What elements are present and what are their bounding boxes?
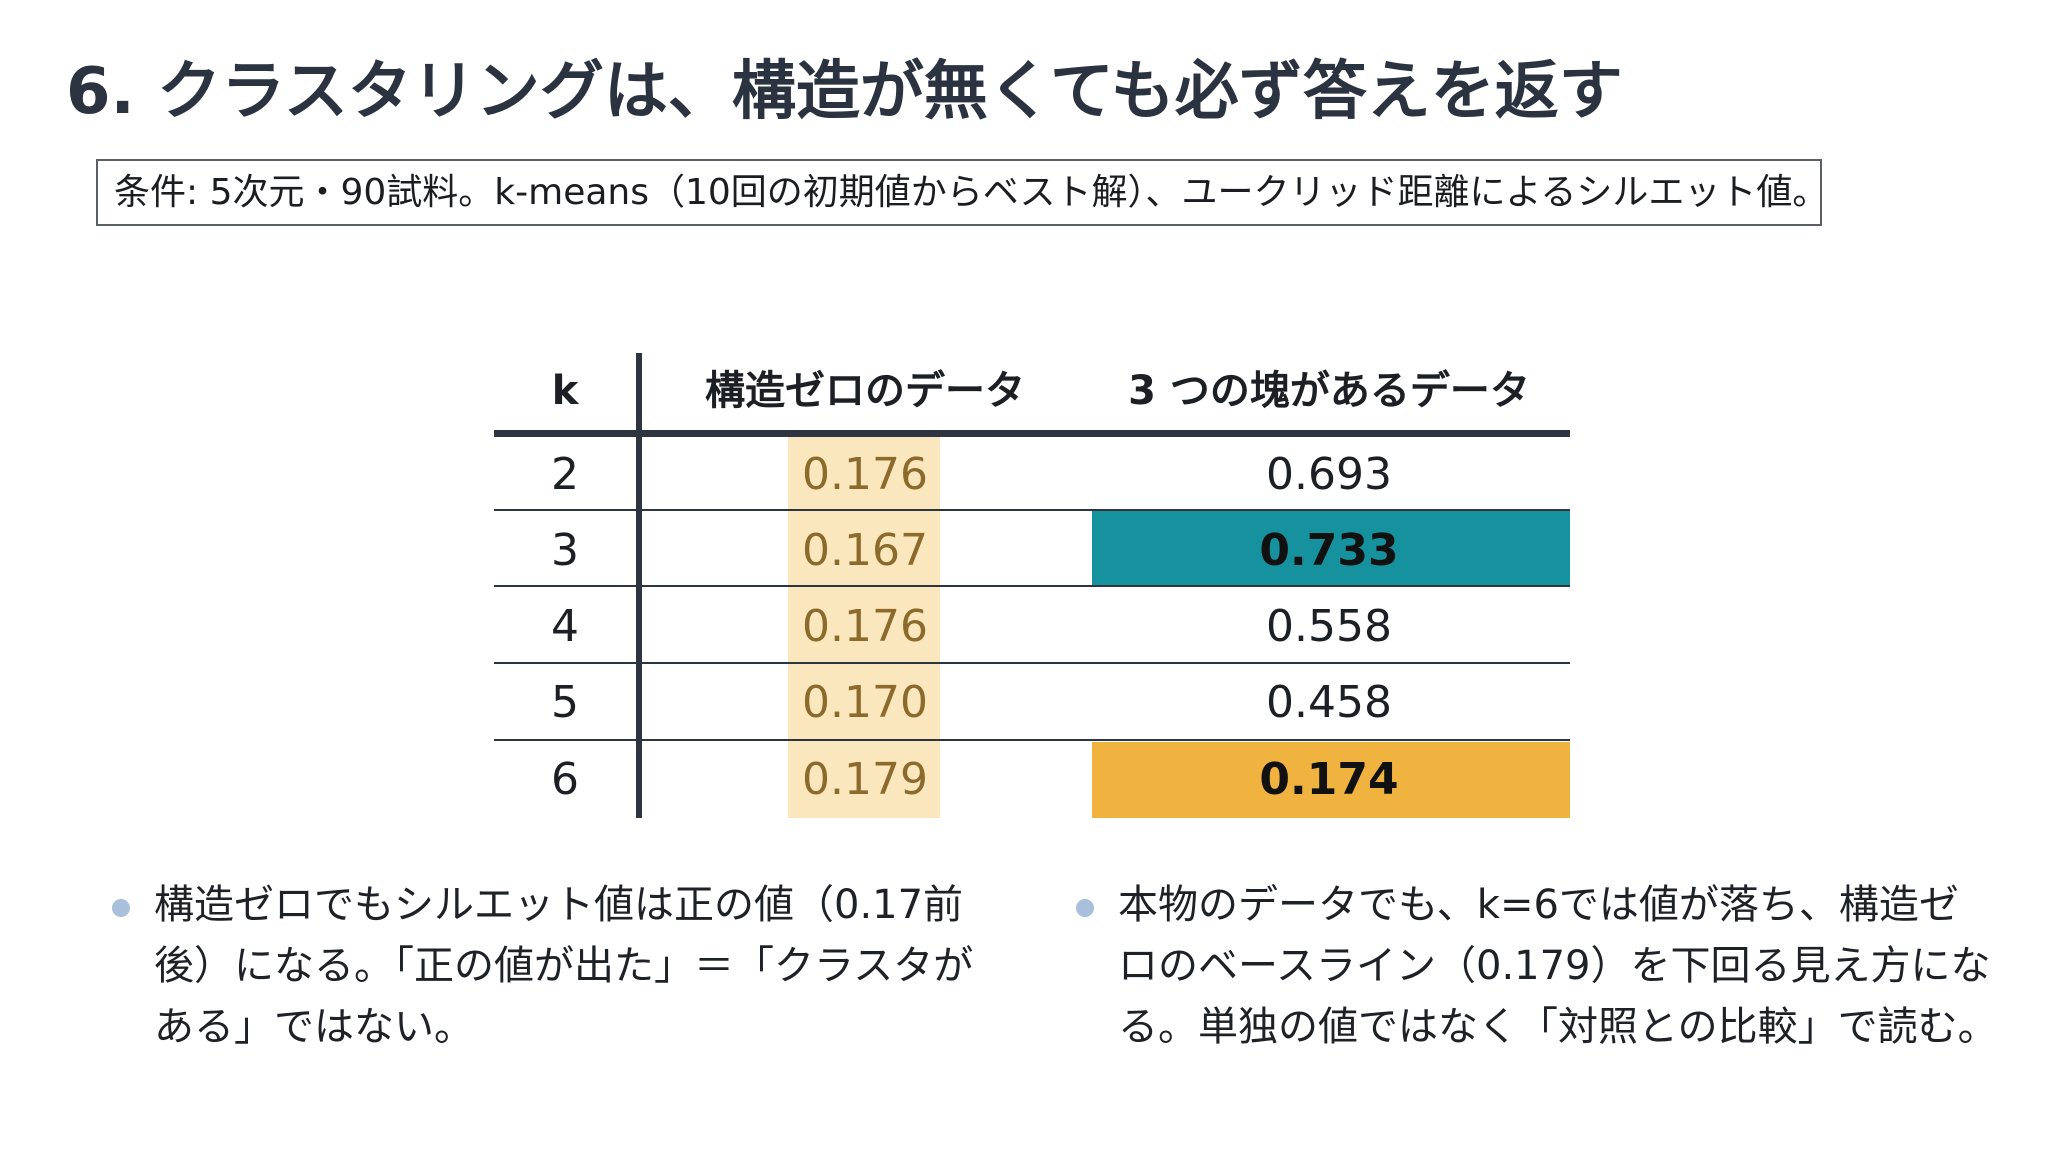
table-row: 6 0.179 0.174 bbox=[494, 742, 1570, 818]
silhouette-table: k 構造ゼロのデータ 3 つの塊があるデータ 2 0.176 0.693 3 0… bbox=[494, 353, 1570, 818]
bullet-text: 本物のデータでも、k=6では値が落ち、構造ゼロのベースライン（0.179）を下回… bbox=[1118, 882, 1998, 1050]
zero-structure-column-highlight bbox=[788, 437, 940, 818]
k6-cell-highlight bbox=[1092, 742, 1570, 818]
cell-zero-structure: 0.179 bbox=[802, 754, 928, 805]
cell-k: 2 bbox=[551, 449, 579, 500]
cell-zero-structure: 0.176 bbox=[802, 449, 928, 500]
header-k: k bbox=[551, 368, 579, 414]
cell-three-clusters: 0.693 bbox=[1266, 449, 1392, 500]
cell-three-clusters: 0.558 bbox=[1266, 601, 1392, 652]
cell-zero-structure: 0.176 bbox=[802, 601, 928, 652]
table-row: 5 0.170 0.458 bbox=[494, 665, 1570, 741]
cell-three-clusters-k6: 0.174 bbox=[1259, 754, 1399, 805]
bullet-dot-icon bbox=[1076, 899, 1094, 917]
conditions-text: 条件: 5次元・90試料。k-means（10回の初期値からベスト解）、ユークリ… bbox=[114, 172, 1829, 213]
cell-zero-structure: 0.170 bbox=[802, 677, 928, 728]
table-row: 2 0.176 0.693 bbox=[494, 437, 1570, 513]
table-row: 3 0.167 0.733 bbox=[494, 513, 1570, 589]
cell-zero-structure: 0.167 bbox=[802, 525, 928, 576]
row-divider bbox=[494, 662, 1570, 664]
cell-k: 6 bbox=[551, 754, 579, 805]
bullet-text: 構造ゼロでもシルエット値は正の値（0.17前後）になる。「正の値が出た」＝「クラ… bbox=[154, 882, 974, 1050]
row-divider bbox=[494, 739, 1570, 741]
cell-three-clusters: 0.458 bbox=[1266, 677, 1392, 728]
cell-k: 5 bbox=[551, 677, 579, 728]
cell-k: 3 bbox=[551, 525, 579, 576]
header-three-clusters: 3 つの塊があるデータ bbox=[1128, 368, 1530, 414]
column-divider bbox=[636, 353, 642, 818]
row-divider bbox=[494, 509, 1570, 511]
cell-three-clusters-best: 0.733 bbox=[1259, 525, 1399, 576]
cell-k: 4 bbox=[551, 601, 579, 652]
row-divider bbox=[494, 585, 1570, 587]
slide-title: 6. クラスタリングは、構造が無くても必ず答えを返す bbox=[66, 55, 1623, 129]
best-k-cell-highlight bbox=[1092, 510, 1570, 585]
bullet-dot-icon bbox=[112, 899, 130, 917]
table-row: 4 0.176 0.558 bbox=[494, 589, 1570, 665]
header-zero-structure: 構造ゼロのデータ bbox=[705, 368, 1025, 414]
header-rule bbox=[494, 430, 1570, 437]
conditions-box: 条件: 5次元・90試料。k-means（10回の初期値からベスト解）、ユークリ… bbox=[96, 159, 1828, 226]
